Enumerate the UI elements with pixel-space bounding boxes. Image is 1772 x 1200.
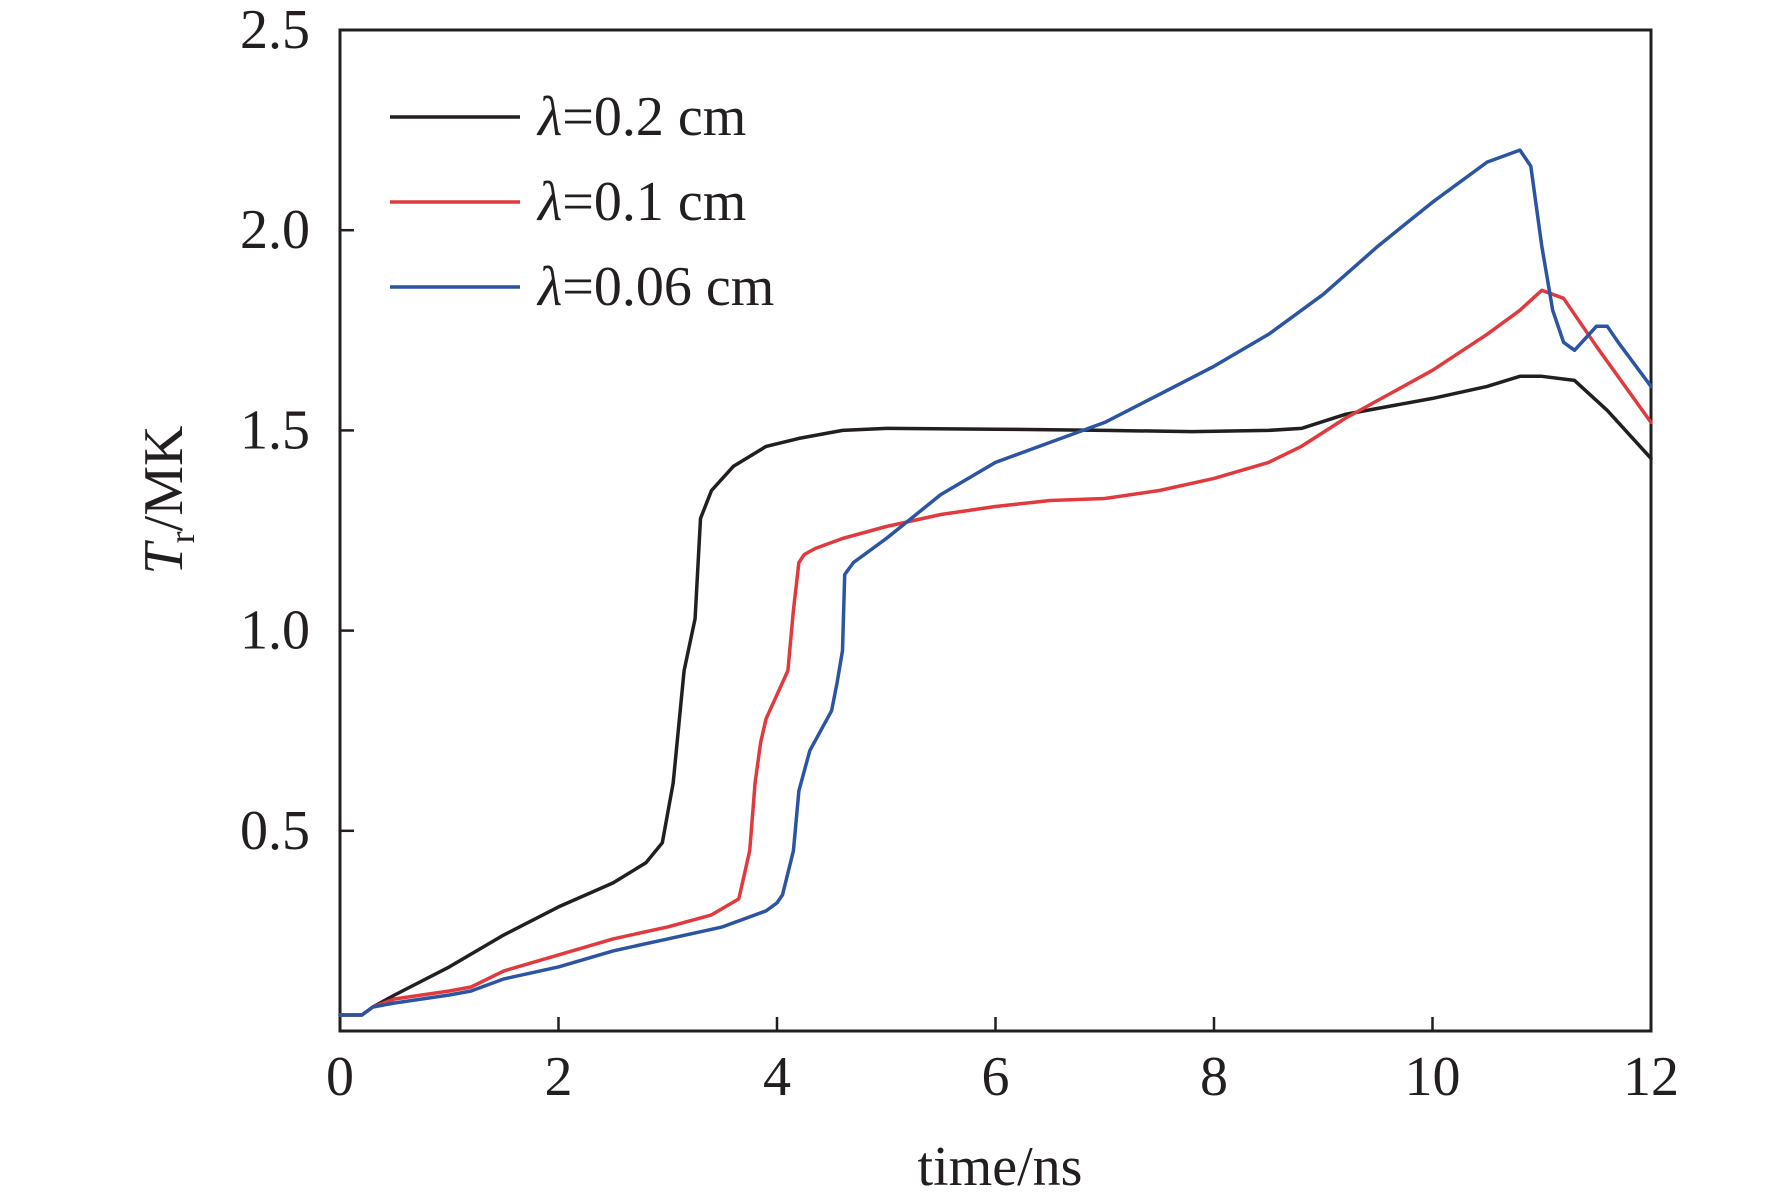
y-axis-title: Tr/MK [133, 426, 202, 575]
legend-label-2: λ=0.1 cm [536, 171, 746, 233]
legend-label-3: λ=0.06 cm [536, 256, 774, 318]
y-axis-title-subscript: r [162, 531, 202, 543]
x-tick-label: 10 [1405, 1046, 1461, 1108]
plot-frame-layer [338, 28, 1653, 1033]
x-tick-label: 0 [326, 1046, 354, 1108]
legend-label-text: =0.1 cm [562, 171, 746, 233]
legend-label-symbol: λ [536, 86, 562, 148]
x-axis-title: time/ns [918, 1136, 1083, 1198]
legend-label-1: λ=0.2 cm [536, 86, 746, 148]
tick-layer: 0 2 4 6 8 10 12 0.5 1.0 1.5 2.0 2.5 [240, 0, 1679, 1108]
x-tick-label: 6 [982, 1046, 1010, 1108]
x-tick-label: 8 [1200, 1046, 1228, 1108]
legend-layer: λ=0.2 cmλ=0.1 cmλ=0.06 cm [390, 86, 774, 318]
plot-area-frame [338, 28, 1653, 1033]
x-tick-label: 4 [763, 1046, 791, 1108]
series-line-3 [338, 148, 1653, 1017]
y-tick-label: 1.0 [240, 600, 310, 662]
y-tick-label: 0.5 [240, 800, 310, 862]
x-tick-label: 2 [545, 1046, 573, 1108]
y-tick-label: 2.5 [240, 0, 310, 61]
legend-label-text: =0.06 cm [562, 256, 774, 318]
y-tick-label: 1.5 [240, 399, 310, 461]
legend-label-symbol: λ [536, 256, 562, 318]
x-tick-label: 12 [1623, 1046, 1679, 1108]
legend-label-symbol: λ [536, 171, 562, 233]
y-axis-title-unit: /MK [133, 426, 195, 532]
y-tick-label: 2.0 [240, 199, 310, 261]
series-line-2 [338, 288, 1653, 1017]
series-layer [338, 148, 1653, 1017]
series-line-1 [338, 374, 1653, 1017]
y-axis-title-symbol: T [133, 539, 195, 574]
legend-label-text: =0.2 cm [562, 86, 746, 148]
